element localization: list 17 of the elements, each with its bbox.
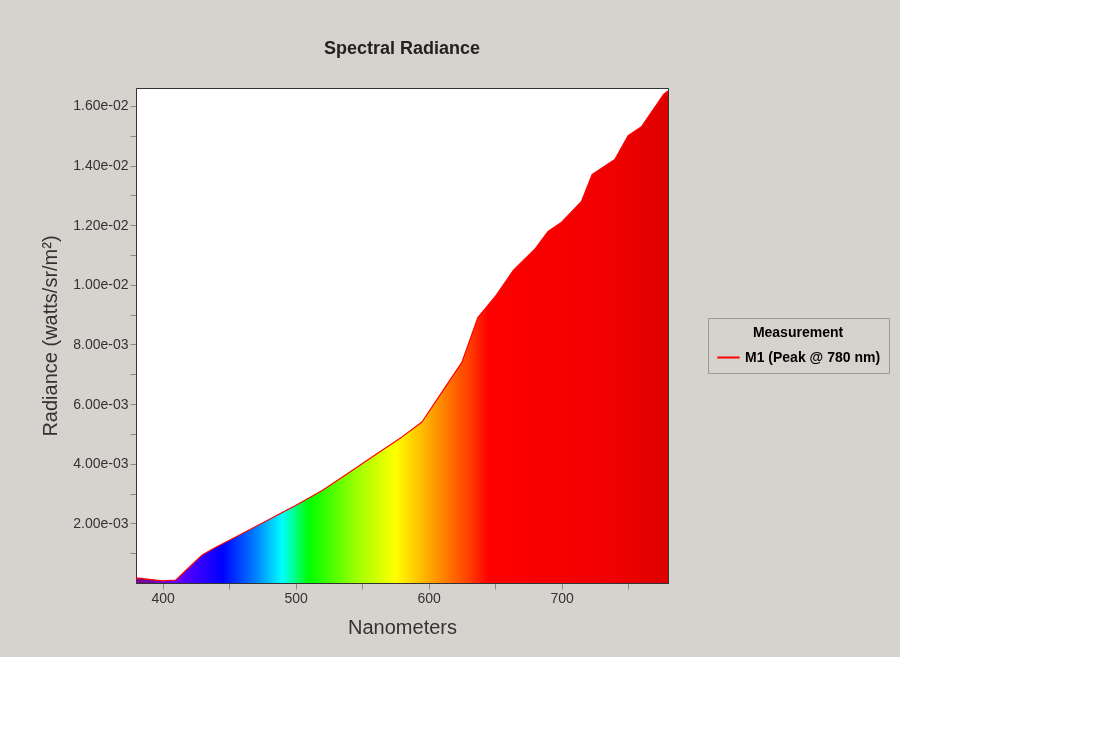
y-tick-label: 1.40e-02 <box>73 157 129 174</box>
y-tick-label: 8.00e-03 <box>73 335 129 352</box>
legend-label: M1 (Peak @ 780 nm) <box>745 348 881 365</box>
y-tick-label: 1.00e-02 <box>73 276 129 293</box>
y-tick-label: 1.20e-02 <box>73 216 129 233</box>
legend-title: Measurement <box>752 324 844 340</box>
y-tick-label: 2.00e-03 <box>73 514 129 531</box>
y-tick-label: 6.00e-03 <box>73 395 129 412</box>
x-tick-label: 400 <box>151 589 175 606</box>
x-tick-label: 600 <box>417 589 441 606</box>
x-axis-title: Nanometers <box>348 615 457 638</box>
chart-title: Spectral Radiance <box>323 38 481 58</box>
y-tick-label: 4.00e-03 <box>73 455 129 472</box>
x-tick-label: 700 <box>550 589 574 606</box>
y-axis-title: Radiance (watts/sr/m²) <box>39 235 62 437</box>
y-tick-label: 1.60e-02 <box>73 97 129 114</box>
x-tick-label: 500 <box>284 589 308 606</box>
